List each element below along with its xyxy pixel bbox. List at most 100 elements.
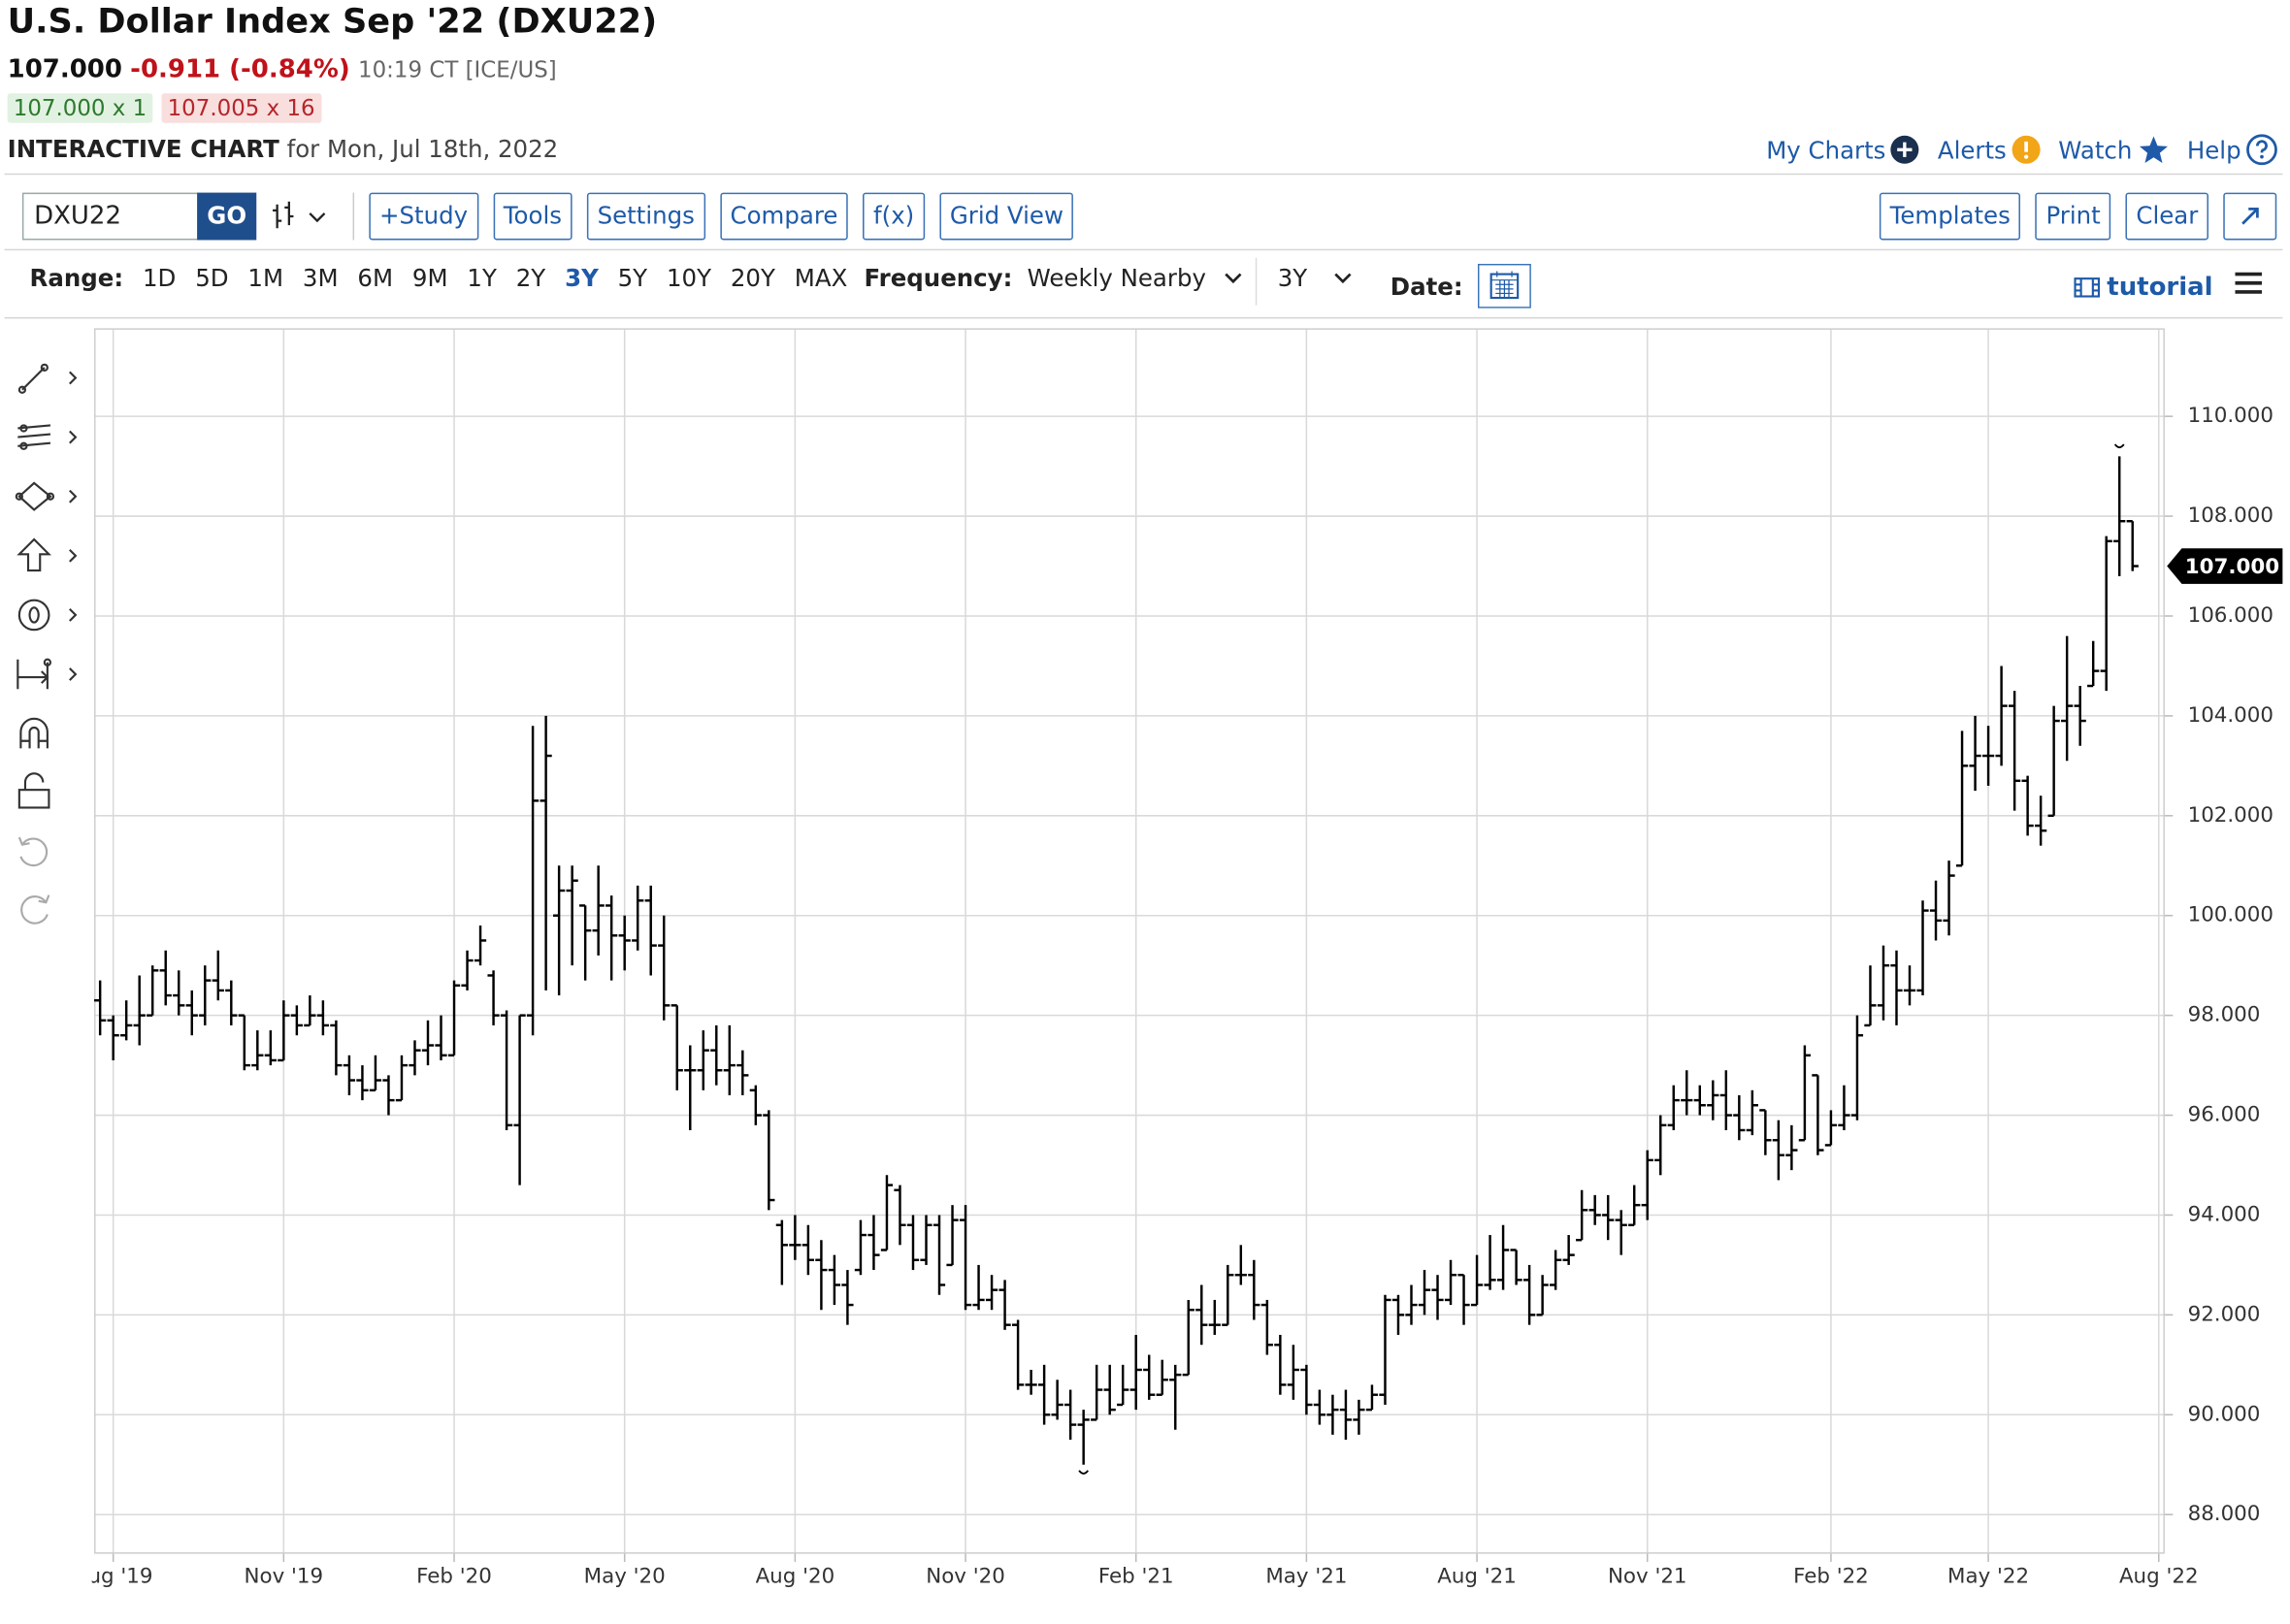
header-link[interactable]: Watch bbox=[2058, 135, 2169, 165]
tutorial-text[interactable]: tutorial bbox=[2107, 273, 2213, 303]
high-marker bbox=[2113, 443, 2125, 449]
x-tick-label: May '22 bbox=[1947, 1564, 2029, 1588]
y-tick-label: 96.000 bbox=[2188, 1103, 2261, 1127]
y-tick-label: 94.000 bbox=[2188, 1202, 2261, 1226]
frequency-value[interactable]: Weekly Nearby bbox=[1027, 263, 1206, 292]
x-tick-label: Nov '21 bbox=[1608, 1564, 1687, 1588]
toolbar-button[interactable]: Grid View bbox=[939, 192, 1074, 241]
instrument-title: U.S. Dollar Index Sep '22 (DXU22) bbox=[7, 3, 658, 42]
plot-frame bbox=[93, 328, 2165, 1554]
header-link[interactable]: Alerts bbox=[1938, 135, 2041, 165]
link-text[interactable]: Help bbox=[2186, 135, 2241, 164]
range-selector: Range: 1D 5D 1M 3M 6M 9M 1Y 2Y 3Y 5Y 10Y 20Y MAX bbox=[30, 264, 848, 292]
link-icon bbox=[2245, 133, 2278, 166]
divider bbox=[4, 316, 2283, 319]
link-icon bbox=[2011, 135, 2041, 165]
range-option[interactable]: 3Y bbox=[565, 263, 599, 292]
header-link[interactable]: My Charts bbox=[1766, 135, 1919, 165]
period-value[interactable]: 3Y bbox=[1277, 263, 1308, 292]
bid: 107.000 x 1 bbox=[7, 93, 153, 123]
calendar-button[interactable] bbox=[1477, 263, 1531, 309]
y-tick-label: 100.000 bbox=[2188, 903, 2274, 927]
x-tick-label: Nov '20 bbox=[926, 1564, 1005, 1588]
x-tick-label: Nov '19 bbox=[245, 1564, 324, 1588]
range-option[interactable]: 6M bbox=[357, 263, 394, 292]
x-tick-label: Aug '21 bbox=[1437, 1564, 1517, 1588]
header-link[interactable]: Help bbox=[2187, 133, 2278, 166]
link-text[interactable]: My Charts bbox=[1766, 135, 1886, 164]
y-tick-label: 92.000 bbox=[2188, 1302, 2261, 1326]
period-selector[interactable]: 3Y bbox=[1278, 264, 1355, 292]
x-axis: Aug '19 Nov '19 Feb '20 May '20 Aug '20 Nov '… bbox=[92, 1564, 2199, 1588]
expand-button[interactable] bbox=[2223, 192, 2277, 241]
x-tick-label: Feb '22 bbox=[1793, 1564, 1869, 1588]
toolbar-button[interactable]: Tools bbox=[493, 192, 572, 241]
low-marker bbox=[1078, 1470, 1089, 1475]
range-option[interactable]: 10Y bbox=[666, 263, 712, 292]
quote: 107.000 -0.911 (-0.84%) 10:19 CT [ICE/US… bbox=[8, 55, 557, 85]
x-tick-label: Feb '21 bbox=[1098, 1564, 1174, 1588]
range-option[interactable]: 2Y bbox=[515, 263, 546, 292]
toolbar-button[interactable]: f(x) bbox=[863, 192, 925, 241]
link-icon bbox=[1890, 135, 1920, 165]
frequency-label: Frequency: bbox=[864, 263, 1013, 292]
range-option[interactable]: 1D bbox=[142, 263, 177, 292]
range-option[interactable]: 20Y bbox=[730, 263, 775, 292]
bar-type-menu[interactable] bbox=[272, 199, 334, 235]
last-price: 107.000 bbox=[7, 54, 122, 85]
toolbar-button[interactable]: Compare bbox=[719, 192, 849, 241]
menu-button[interactable] bbox=[2234, 270, 2264, 296]
toolbar-button[interactable]: Templates bbox=[1879, 192, 2021, 241]
chart-heading: INTERACTIVE CHART for Mon, Jul 18th, 202… bbox=[8, 135, 559, 163]
y-tick-label: 110.000 bbox=[2188, 404, 2274, 428]
divider bbox=[4, 248, 2283, 251]
link-text[interactable]: Alerts bbox=[1937, 135, 2007, 164]
range-option[interactable]: 5D bbox=[195, 263, 229, 292]
last-price-label: 107.000 bbox=[2185, 555, 2279, 579]
link-text[interactable]: Watch bbox=[2058, 135, 2133, 164]
last-price-tag bbox=[2167, 548, 2283, 584]
bid-ask: 107.000 x 1 107.005 x 16 bbox=[7, 93, 330, 123]
y-tick-label: 106.000 bbox=[2188, 603, 2274, 628]
range-label: Range: bbox=[29, 263, 124, 292]
range-option[interactable]: 3M bbox=[302, 263, 339, 292]
dropdown-chevron bbox=[1224, 272, 1242, 283]
range-option[interactable]: 1Y bbox=[467, 263, 497, 292]
frequency-selector[interactable]: Frequency: Weekly Nearby bbox=[865, 264, 1245, 292]
link-icon bbox=[2137, 135, 2170, 165]
range-option[interactable]: 5Y bbox=[617, 263, 648, 292]
drawing-tools[interactable] bbox=[15, 363, 78, 925]
toolbar-button[interactable]: +Study bbox=[369, 192, 478, 241]
price-change: -0.911 (-0.84%) bbox=[130, 54, 350, 85]
tutorial-link[interactable]: tutorial bbox=[2075, 273, 2213, 303]
header-links: My Charts Alerts Watch Help bbox=[1766, 133, 2278, 166]
plot-area: 88.000 90.000 92.000 94.000 96.000 98.000 100.… bbox=[93, 328, 2283, 1562]
divider bbox=[352, 192, 355, 241]
toolbar-button[interactable]: Settings bbox=[586, 192, 705, 241]
x-tick-label: Feb '20 bbox=[416, 1564, 492, 1588]
date-selector[interactable]: Date: bbox=[1390, 263, 1531, 309]
dropdown-chevron bbox=[1334, 272, 1352, 283]
go-button[interactable]: GO bbox=[197, 192, 257, 241]
chart-label: INTERACTIVE CHART bbox=[7, 135, 279, 164]
range-option[interactable]: MAX bbox=[794, 263, 848, 292]
toolbar-button[interactable]: Clear bbox=[2125, 192, 2208, 241]
symbol-input[interactable]: DXU22 bbox=[21, 192, 199, 241]
y-tick-label: 90.000 bbox=[2188, 1402, 2261, 1426]
y-tick-label: 98.000 bbox=[2188, 1003, 2261, 1027]
y-tick-label: 108.000 bbox=[2188, 503, 2274, 528]
divider bbox=[4, 173, 2283, 176]
quote-time: 10:19 CT [ICE/US] bbox=[358, 56, 557, 83]
toolbar-buttons: +Study Tools Settings Compare f(x) Grid View bbox=[369, 192, 1074, 241]
chart-date: for Mon, Jul 18th, 2022 bbox=[286, 135, 559, 164]
toolbar-button[interactable]: Print bbox=[2035, 192, 2111, 241]
range-option[interactable]: 9M bbox=[411, 263, 448, 292]
ask: 107.005 x 16 bbox=[161, 93, 321, 123]
y-tick-label: 102.000 bbox=[2188, 803, 2274, 828]
toolbar-buttons-right: Templates Print Clear bbox=[1879, 192, 2277, 241]
y-tick-label: 104.000 bbox=[2188, 703, 2274, 728]
x-tick-label: May '21 bbox=[1265, 1564, 1347, 1588]
range-option[interactable]: 1M bbox=[247, 263, 284, 292]
